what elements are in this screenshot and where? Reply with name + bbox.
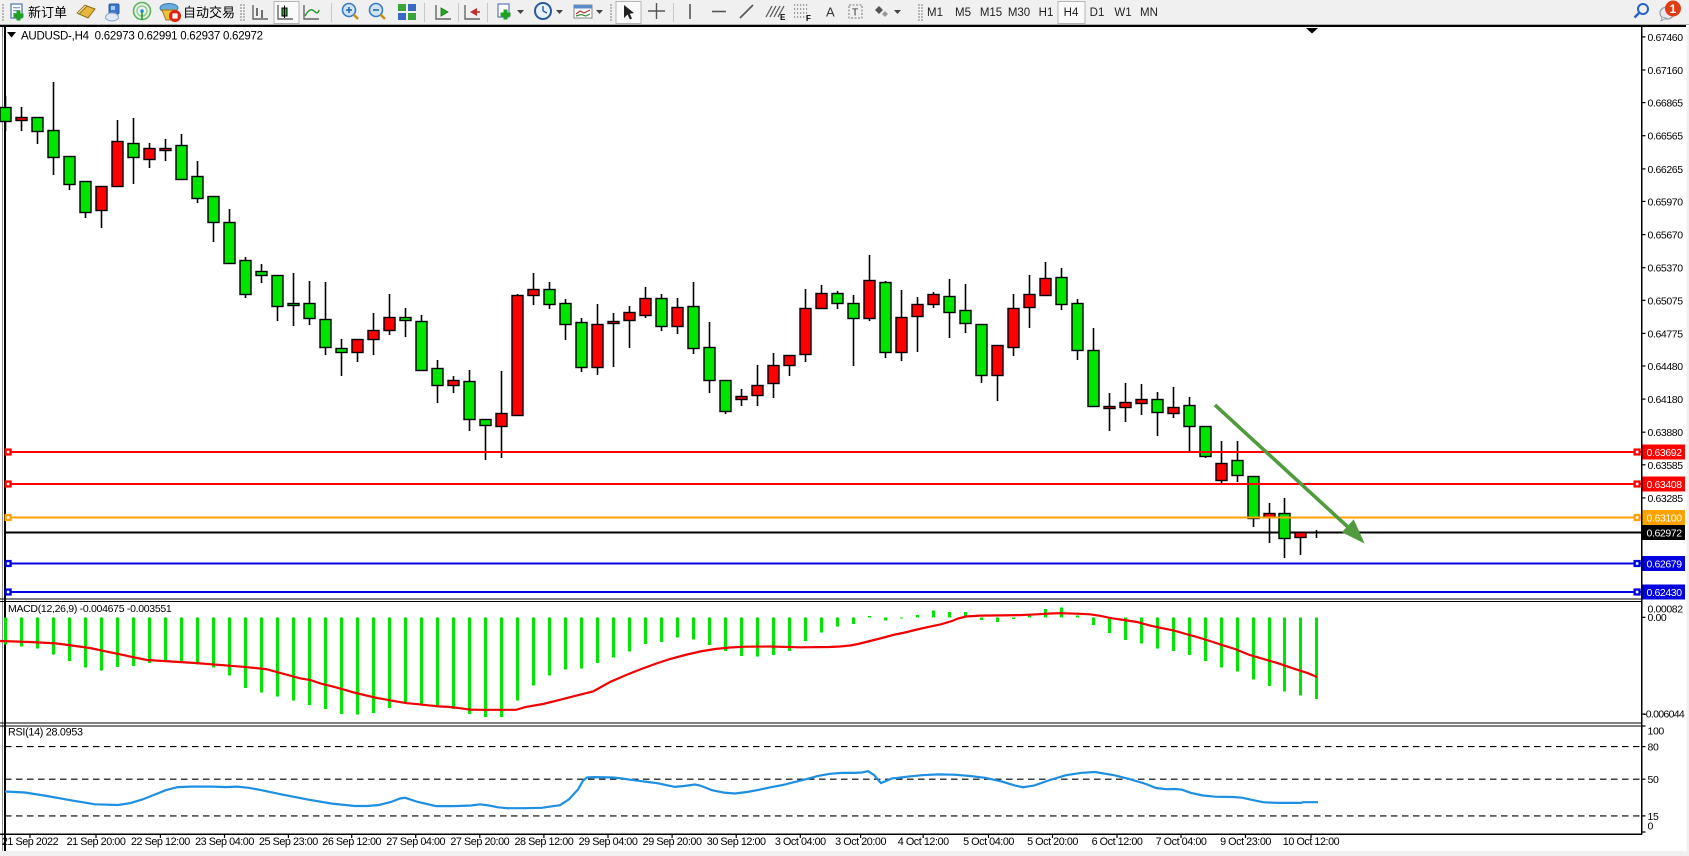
svg-text:27 Sep 20:00: 27 Sep 20:00 (450, 836, 509, 848)
svg-text:0.63408: 0.63408 (1647, 479, 1683, 491)
svg-text:0: 0 (1648, 821, 1654, 833)
svg-text:0.62679: 0.62679 (1647, 559, 1683, 571)
svg-text:新订单: 新订单 (28, 5, 67, 20)
svg-text:-0.006044: -0.006044 (1643, 709, 1685, 721)
svg-text:0.65370: 0.65370 (1648, 263, 1684, 275)
svg-text:M5: M5 (955, 7, 971, 19)
svg-text:F: F (806, 14, 811, 23)
svg-text:自动交易: 自动交易 (183, 5, 235, 20)
svg-text:0.63692: 0.63692 (1647, 447, 1683, 459)
svg-text:25 Sep 23:00: 25 Sep 23:00 (259, 836, 318, 848)
svg-text:0.65670: 0.65670 (1648, 230, 1684, 242)
svg-text:26 Sep 12:00: 26 Sep 12:00 (322, 836, 381, 848)
svg-text:0.67160: 0.67160 (1648, 65, 1684, 77)
svg-text:A: A (826, 5, 835, 20)
svg-text:4 Oct 12:00: 4 Oct 12:00 (898, 836, 949, 848)
svg-text:0.63880: 0.63880 (1648, 427, 1684, 439)
svg-text:30 Sep 12:00: 30 Sep 12:00 (707, 836, 766, 848)
svg-text:7 Oct 04:00: 7 Oct 04:00 (1156, 836, 1207, 848)
svg-text:0.63100: 0.63100 (1647, 513, 1683, 525)
svg-text:0.00082: 0.00082 (1648, 604, 1684, 616)
svg-text:AUDUSD-,H4 0.62973 0.62991 0.: AUDUSD-,H4 0.62973 0.62991 0.62937 0.629… (21, 31, 263, 43)
svg-text:0.64775: 0.64775 (1648, 328, 1684, 340)
svg-text:0.67460: 0.67460 (1648, 32, 1684, 44)
svg-text:23 Sep 04:00: 23 Sep 04:00 (195, 836, 254, 848)
svg-text:0.00: 0.00 (1648, 612, 1667, 624)
svg-text:E: E (780, 13, 786, 22)
svg-text:W1: W1 (1114, 7, 1131, 19)
svg-text:H1: H1 (1039, 7, 1054, 19)
svg-text:0.62972: 0.62972 (1647, 528, 1683, 540)
svg-text:10 Oct 12:00: 10 Oct 12:00 (1283, 836, 1340, 848)
svg-text:1: 1 (1670, 2, 1677, 16)
svg-text:15: 15 (1648, 811, 1659, 823)
svg-text:0.66865: 0.66865 (1648, 98, 1684, 110)
svg-text:0.63585: 0.63585 (1648, 460, 1684, 472)
svg-text:MN: MN (1140, 7, 1158, 19)
svg-text:D1: D1 (1090, 7, 1105, 19)
svg-text:0.64480: 0.64480 (1648, 361, 1684, 373)
svg-text:0.65075: 0.65075 (1648, 295, 1684, 307)
svg-text:RSI(14) 28.0953: RSI(14) 28.0953 (8, 727, 83, 739)
svg-text:0.65970: 0.65970 (1648, 196, 1684, 208)
svg-text:50: 50 (1648, 774, 1659, 786)
svg-text:28 Sep 12:00: 28 Sep 12:00 (514, 836, 573, 848)
svg-text:0.64180: 0.64180 (1648, 394, 1684, 406)
svg-text:0.62430: 0.62430 (1647, 587, 1683, 599)
svg-text:29 Sep 20:00: 29 Sep 20:00 (643, 836, 702, 848)
svg-text:M30: M30 (1008, 7, 1030, 19)
svg-text:29 Sep 04:00: 29 Sep 04:00 (579, 836, 638, 848)
svg-text:22 Sep 12:00: 22 Sep 12:00 (131, 836, 190, 848)
svg-text:3 Oct 20:00: 3 Oct 20:00 (835, 836, 886, 848)
svg-text:100: 100 (1648, 726, 1665, 738)
svg-text:27 Sep 04:00: 27 Sep 04:00 (386, 836, 445, 848)
svg-text:0.66565: 0.66565 (1648, 131, 1684, 143)
svg-text:6 Oct 12:00: 6 Oct 12:00 (1092, 836, 1143, 848)
svg-text:80: 80 (1648, 742, 1659, 754)
svg-text:MACD(12,26,9) -0.004675 -0.003: MACD(12,26,9) -0.004675 -0.003551 (8, 603, 172, 615)
svg-text:T: T (852, 8, 858, 19)
svg-text:M1: M1 (927, 7, 943, 19)
svg-text:5 Oct 04:00: 5 Oct 04:00 (963, 836, 1014, 848)
svg-text:M15: M15 (980, 7, 1002, 19)
svg-text:0.66265: 0.66265 (1648, 164, 1684, 176)
svg-text:21 Sep 2022: 21 Sep 2022 (2, 836, 59, 848)
svg-text:0.63285: 0.63285 (1648, 493, 1684, 505)
svg-text:21 Sep 20:00: 21 Sep 20:00 (67, 836, 126, 848)
svg-text:3 Oct 04:00: 3 Oct 04:00 (775, 836, 826, 848)
svg-text:9 Oct 23:00: 9 Oct 23:00 (1220, 836, 1271, 848)
svg-text:5 Oct 20:00: 5 Oct 20:00 (1027, 836, 1078, 848)
svg-text:H4: H4 (1064, 7, 1079, 19)
